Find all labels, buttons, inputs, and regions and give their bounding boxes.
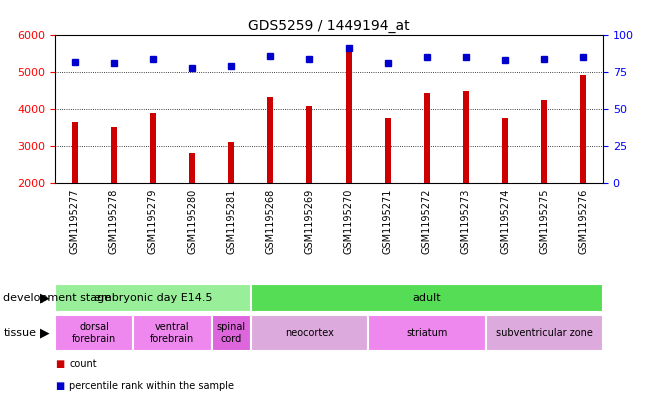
Text: ▶: ▶ (40, 292, 50, 305)
Text: neocortex: neocortex (285, 328, 334, 338)
Text: ventral
forebrain: ventral forebrain (150, 322, 194, 344)
Bar (251, 284, 603, 312)
Text: adult: adult (413, 293, 441, 303)
Text: ■: ■ (55, 359, 64, 369)
Text: GSM1195277: GSM1195277 (69, 189, 80, 254)
Text: GSM1195272: GSM1195272 (422, 189, 432, 254)
Text: embryonic day E14.5: embryonic day E14.5 (93, 293, 212, 303)
Bar (345, 48, 351, 183)
Text: GSM1195270: GSM1195270 (343, 189, 354, 254)
Bar (55, 315, 133, 351)
Title: GDS5259 / 1449194_at: GDS5259 / 1449194_at (248, 18, 410, 33)
Text: spinal
cord: spinal cord (216, 322, 246, 344)
Text: subventricular zone: subventricular zone (496, 328, 593, 338)
Bar (424, 94, 430, 183)
Bar (463, 91, 469, 183)
Text: GSM1195276: GSM1195276 (579, 189, 588, 254)
Bar (133, 315, 211, 351)
Text: GSM1195268: GSM1195268 (265, 189, 275, 254)
Bar (72, 122, 78, 183)
Text: GSM1195269: GSM1195269 (305, 189, 314, 254)
Text: GSM1195274: GSM1195274 (500, 189, 510, 254)
Bar (189, 152, 195, 183)
Text: GSM1195275: GSM1195275 (539, 189, 550, 254)
Bar (541, 101, 547, 183)
Text: ■: ■ (55, 380, 64, 391)
Text: development stage: development stage (3, 293, 111, 303)
Text: GSM1195273: GSM1195273 (461, 189, 471, 254)
Text: striatum: striatum (406, 328, 448, 338)
Text: GSM1195278: GSM1195278 (109, 189, 119, 254)
Bar (368, 315, 485, 351)
Bar (268, 97, 273, 183)
Text: dorsal
forebrain: dorsal forebrain (72, 322, 116, 344)
Bar (307, 107, 312, 183)
Bar (385, 118, 391, 183)
Bar (251, 315, 368, 351)
Bar (111, 127, 117, 183)
Bar (228, 141, 234, 183)
Text: GSM1195271: GSM1195271 (383, 189, 393, 254)
Text: GSM1195279: GSM1195279 (148, 189, 158, 254)
Text: percentile rank within the sample: percentile rank within the sample (69, 380, 235, 391)
Bar (150, 113, 156, 183)
Bar (581, 75, 586, 183)
Text: ▶: ▶ (40, 327, 50, 340)
Bar (485, 315, 603, 351)
Bar (211, 315, 251, 351)
Text: tissue: tissue (3, 328, 36, 338)
Text: GSM1195281: GSM1195281 (226, 189, 236, 254)
Text: GSM1195280: GSM1195280 (187, 189, 197, 254)
Bar (502, 118, 508, 183)
Text: count: count (69, 359, 97, 369)
Bar (55, 284, 251, 312)
